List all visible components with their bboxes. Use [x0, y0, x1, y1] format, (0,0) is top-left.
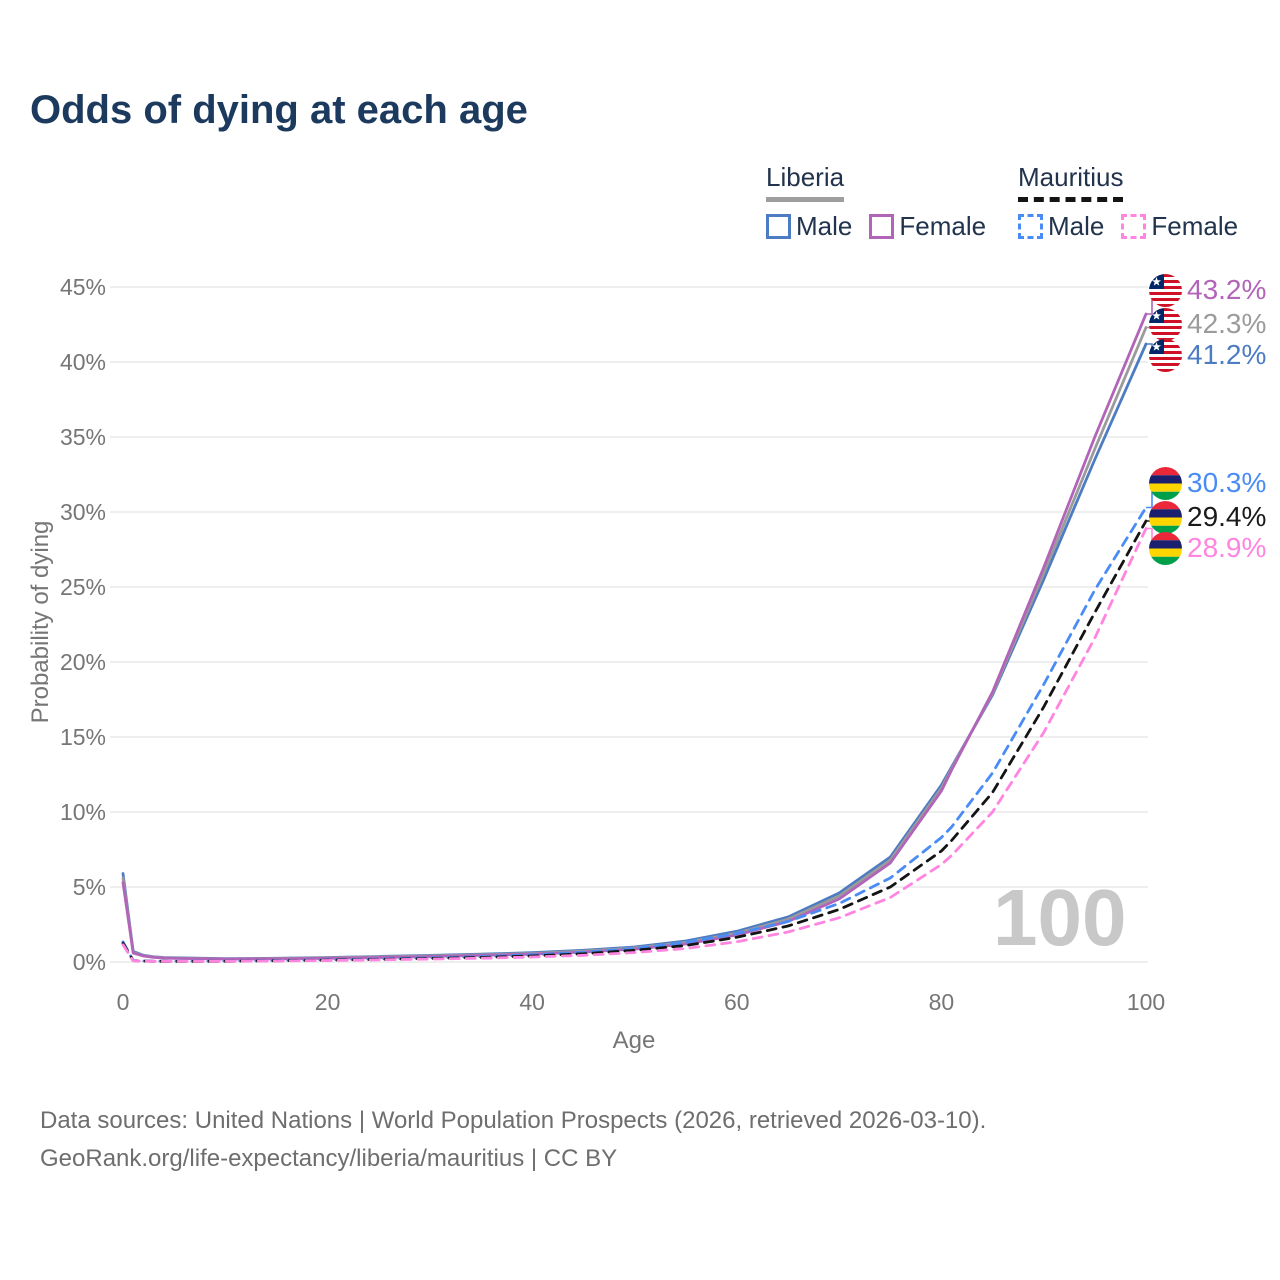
svg-text:35%: 35%: [60, 424, 106, 450]
liberia-flag-icon: [1149, 307, 1182, 341]
y-axis-title: Probability of dying: [27, 521, 54, 724]
svg-text:40%: 40%: [60, 349, 106, 375]
axis-ticks: 0% 5% 10% 15% 20% 25% 30% 35% 40% 45% 0 20 40 60 80 100: [60, 274, 1165, 1015]
end-value: 30.3%: [1187, 467, 1267, 498]
end-label-liberia-both: 42.3%: [1149, 307, 1266, 341]
series-lines: [121, 312, 1148, 963]
x-axis-title: Age: [613, 1027, 656, 1054]
data-sources-line: Data sources: United Nations | World Pop…: [40, 1107, 987, 1134]
svg-text:0: 0: [117, 989, 130, 1015]
legend-swatch-mauritius-female: [1121, 214, 1147, 239]
svg-text:60: 60: [724, 989, 750, 1015]
svg-text:10%: 10%: [60, 799, 106, 825]
age-watermark: 100: [993, 873, 1127, 962]
end-value: 41.2%: [1187, 339, 1267, 370]
legend-swatch-liberia-female: [869, 214, 895, 239]
legend-label-liberia-male: Male: [796, 211, 853, 241]
legend-group-mauritius: Mauritius Male Female: [1018, 162, 1238, 242]
gridlines: [110, 286, 1148, 963]
svg-text:30%: 30%: [60, 499, 106, 525]
end-value: 28.9%: [1187, 532, 1267, 563]
legend-country-liberia: Liberia: [766, 162, 845, 202]
svg-text:5%: 5%: [73, 874, 106, 900]
svg-text:15%: 15%: [60, 724, 106, 750]
mauritius-flag-icon: [1149, 500, 1182, 534]
end-label-mauritius-both: 29.4%: [1149, 500, 1266, 534]
end-label-mauritius-male: 30.3%: [1149, 466, 1266, 500]
svg-text:20: 20: [315, 989, 341, 1015]
end-label-liberia-male: 41.2%: [1149, 338, 1266, 372]
svg-text:40: 40: [519, 989, 545, 1015]
mauritius-flag-icon: [1149, 466, 1182, 500]
legend-label-mauritius-male: Male: [1048, 211, 1105, 241]
legend-swatch-mauritius-male: [1018, 214, 1043, 239]
liberia-flag-icon: [1149, 338, 1182, 372]
legend-group-liberia: Liberia Male Female: [766, 162, 986, 242]
mauritius-flag-icon: [1149, 531, 1182, 565]
legend-label-liberia-female: Female: [899, 211, 987, 241]
legend-country-mauritius: Mauritius: [1018, 162, 1124, 202]
legend-label-mauritius-female: Female: [1151, 211, 1239, 241]
attribution-line: GeoRank.org/life-expectancy/liberia/maur…: [40, 1145, 618, 1172]
end-label-liberia-female: 43.2%: [1149, 273, 1266, 307]
end-value: 43.2%: [1187, 274, 1267, 305]
end-label-mauritius-female: 28.9%: [1149, 531, 1266, 565]
page-title: Odds of dying at each age: [30, 88, 528, 132]
svg-text:0%: 0%: [73, 949, 106, 975]
svg-text:20%: 20%: [60, 649, 106, 675]
svg-text:45%: 45%: [60, 274, 106, 300]
end-value: 29.4%: [1187, 501, 1267, 532]
svg-text:25%: 25%: [60, 574, 106, 600]
liberia-flag-icon: [1149, 273, 1182, 307]
svg-text:100: 100: [1127, 989, 1165, 1015]
legend-swatch-liberia-male: [766, 214, 791, 239]
svg-text:80: 80: [929, 989, 955, 1015]
end-value: 42.3%: [1187, 308, 1267, 339]
